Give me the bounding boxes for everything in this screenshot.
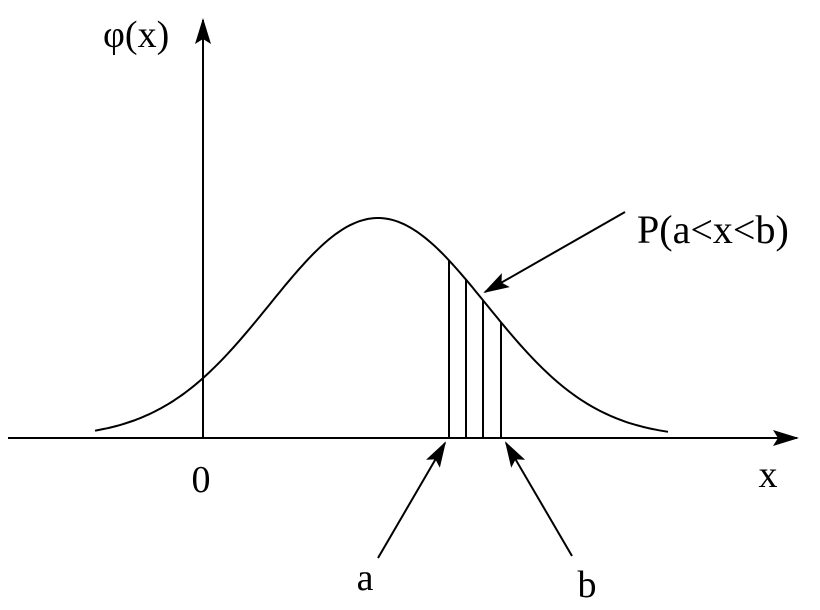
y-axis-label: φ(x) [103,14,169,56]
x-axis-label: x [759,454,778,496]
origin-label: 0 [192,459,211,501]
probability-region [448,260,502,438]
probability-label: P(a<x<b) [637,207,789,252]
density-curve [94,217,669,433]
a-label: a [357,557,374,599]
b-label: b [578,564,597,606]
arrow-b [504,441,573,557]
arrow-a [377,441,447,559]
arrow-probability [483,211,626,293]
